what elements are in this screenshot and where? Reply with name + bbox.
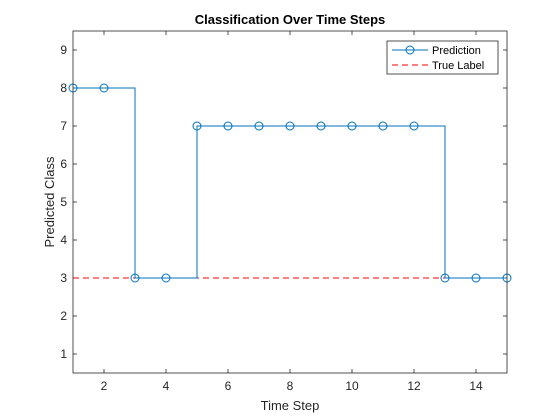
prediction-marker	[347, 121, 357, 131]
y-tick-label: 1	[60, 347, 67, 361]
x-tick-label: 2	[101, 379, 108, 393]
y-tick-label: 9	[60, 43, 67, 57]
prediction-stairs-line	[73, 87, 507, 279]
prediction-marker	[254, 121, 264, 131]
x-tick-label: 4	[163, 379, 170, 393]
prediction-marker	[130, 273, 140, 283]
x-tick-label: 6	[225, 379, 232, 393]
prediction-marker	[99, 83, 109, 93]
prediction-marker	[316, 121, 326, 131]
prediction-marker	[161, 273, 171, 283]
y-tick-label: 7	[60, 119, 67, 133]
y-tick-label: 5	[60, 195, 67, 209]
x-tick-label: 14	[469, 379, 483, 393]
legend-box	[386, 40, 499, 75]
prediction-marker	[285, 121, 295, 131]
prediction-marker	[471, 273, 481, 283]
y-tick-label: 6	[60, 157, 67, 171]
legend-prediction-marker	[405, 45, 415, 55]
prediction-marker	[378, 121, 388, 131]
plot-area	[73, 31, 507, 373]
prediction-marker	[440, 273, 450, 283]
y-tick-label: 2	[60, 309, 67, 323]
x-tick-label: 8	[287, 379, 294, 393]
plot-frame	[72, 30, 508, 374]
y-axis-label: Predicted Class	[42, 156, 57, 248]
legend: Prediction True Label	[386, 40, 499, 75]
x-tick-label: 12	[407, 379, 421, 393]
chart-title: Classification Over Time Steps	[195, 12, 386, 27]
x-axis-label: Time Step	[261, 398, 320, 413]
y-tick-label: 3	[60, 271, 67, 285]
x-tick-label: 10	[345, 379, 359, 393]
prediction-marker	[409, 121, 419, 131]
legend-true-label-label: True Label	[432, 60, 484, 72]
legend-prediction-label: Prediction	[432, 45, 481, 57]
y-tick-label: 4	[60, 233, 67, 247]
y-tick-label: 8	[60, 81, 67, 95]
prediction-marker	[223, 121, 233, 131]
prediction-marker	[192, 121, 202, 131]
